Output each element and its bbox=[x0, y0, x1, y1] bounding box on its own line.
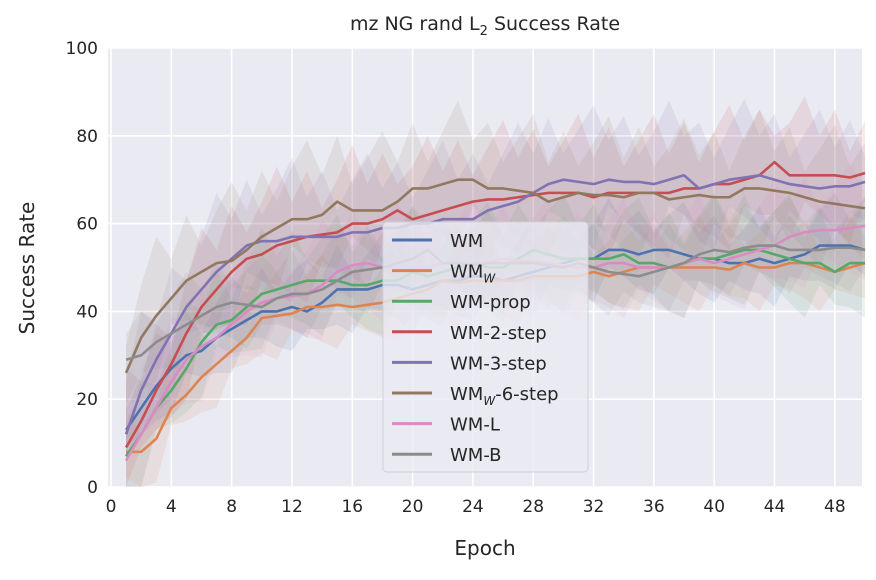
x-tick-label: 4 bbox=[166, 497, 177, 517]
legend: WM WMW WM-prop WM-2-step WM-3-step WMW-6-step… bbox=[382, 221, 589, 473]
series-line bbox=[124, 160, 866, 449]
confidence-band bbox=[126, 214, 865, 487]
legend-label: WM-prop bbox=[450, 292, 531, 313]
legend-box bbox=[382, 221, 589, 473]
legend-label: WM-3-step bbox=[450, 353, 547, 374]
x-tick-label: 24 bbox=[462, 497, 484, 517]
x-tick-label: 28 bbox=[522, 497, 544, 517]
y-tick-label: 20 bbox=[76, 390, 98, 410]
series-line bbox=[124, 174, 866, 435]
y-tick-label: 40 bbox=[76, 302, 98, 322]
confidence-band bbox=[126, 197, 865, 404]
legend-label: WMW-6-step bbox=[450, 384, 559, 408]
x-tick-label: 16 bbox=[341, 497, 363, 517]
confidence-band bbox=[126, 192, 865, 448]
x-tick-label: 44 bbox=[764, 497, 786, 517]
legend-label: WM-B bbox=[450, 445, 502, 466]
y-tick-label: 100 bbox=[66, 39, 98, 59]
x-axis-label: Epoch bbox=[454, 536, 515, 560]
y-axis-label: Success Rate bbox=[15, 202, 39, 335]
x-tick-label: 40 bbox=[703, 497, 725, 517]
chart-title: mz NG rand L2 Success Rate bbox=[350, 13, 620, 39]
legend-label: WM-2-step bbox=[450, 323, 547, 344]
legend-label: WM-L bbox=[450, 415, 500, 436]
x-tick-label: 8 bbox=[226, 497, 237, 517]
x-tick-label: 32 bbox=[583, 497, 605, 517]
legend-label: WM bbox=[450, 231, 483, 252]
x-tick-label: 20 bbox=[402, 497, 424, 517]
x-tick-label: 48 bbox=[824, 497, 846, 517]
series-line bbox=[124, 178, 866, 374]
confidence-band bbox=[126, 162, 865, 487]
x-tick-label: 12 bbox=[281, 497, 303, 517]
legend-label: WMW bbox=[450, 262, 496, 286]
y-tick-label: 60 bbox=[76, 215, 98, 235]
confidence-band bbox=[126, 100, 865, 413]
y-tick-label: 80 bbox=[76, 127, 98, 147]
y-tick-label: 0 bbox=[87, 478, 98, 498]
x-tick-label: 0 bbox=[106, 497, 117, 517]
x-tick-label: 36 bbox=[643, 497, 665, 517]
confidence-band bbox=[126, 96, 865, 487]
